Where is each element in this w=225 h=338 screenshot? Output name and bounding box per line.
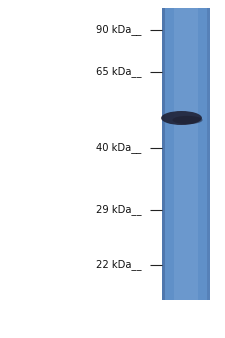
Text: 29 kDa__: 29 kDa__ [95,204,141,215]
Bar [162,8,210,300]
Text: 40 kDa__: 40 kDa__ [96,143,141,153]
Text: 22 kDa__: 22 kDa__ [95,260,141,270]
Text: 65 kDa__: 65 kDa__ [95,67,141,77]
Bar [162,8,165,300]
Bar [207,8,210,300]
Bar [174,8,198,300]
Ellipse shape [172,116,202,124]
Text: 90 kDa__: 90 kDa__ [96,25,141,35]
Ellipse shape [161,111,202,125]
